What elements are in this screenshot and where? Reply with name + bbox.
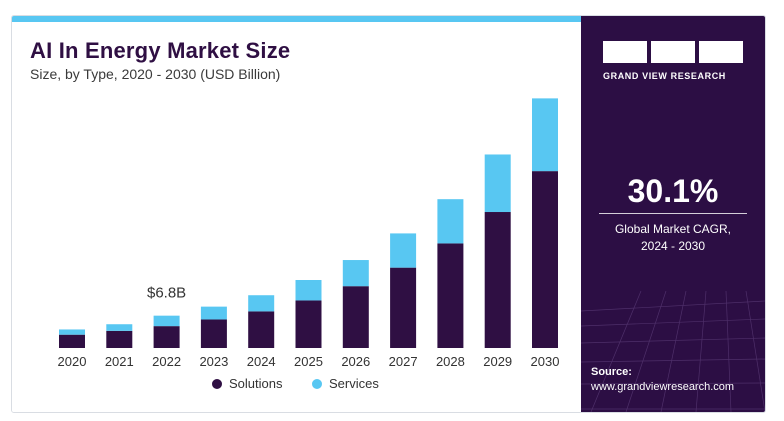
x-tick-label: 2020: [58, 354, 87, 369]
legend-marker-solutions: [212, 379, 222, 389]
x-tick-label: 2022: [152, 354, 181, 369]
legend-marker-services: [312, 379, 322, 389]
bar-services-2023: [200, 306, 227, 320]
bar-services-2024: [248, 295, 275, 312]
data-label: $6.8B: [147, 285, 186, 302]
x-tick-label: 2029: [483, 354, 512, 369]
bar-solutions-2030: [532, 171, 558, 348]
chart-title: AI In Energy Market Size: [30, 38, 291, 63]
x-tick-label: 2026: [341, 354, 370, 369]
company-logo: GRAND VIEW RESEARCH: [603, 41, 743, 81]
x-tick-label: 2023: [199, 354, 228, 369]
bar-solutions-2027: [390, 267, 417, 348]
chart-card: AI In Energy Market Size Size, by Type, …: [11, 15, 766, 413]
source-url[interactable]: www.grandviewresearch.com: [591, 381, 735, 393]
bar-services-2025: [295, 280, 322, 301]
chart-subtitle: Size, by Type, 2020 - 2030 (USD Billion): [30, 66, 281, 82]
cagr-divider: [599, 213, 747, 214]
cagr-label-line2: 2024 - 2030: [640, 239, 706, 253]
source-label: Source:: [591, 366, 632, 378]
source-note: Source: www.grandviewresearch.com: [591, 365, 734, 395]
logo-mark: [603, 41, 743, 63]
accent-bar: [12, 16, 581, 22]
x-tick-label: 2027: [389, 354, 418, 369]
bar-services-2022: [153, 315, 180, 327]
x-tick-label: 2028: [436, 354, 465, 369]
cagr-value: 30.1%: [627, 173, 719, 209]
bar-solutions-2028: [437, 243, 464, 348]
bar-solutions-2026: [342, 286, 369, 348]
bar-services-2021: [106, 324, 133, 331]
cagr-label-line1: Global Market CAGR,: [614, 222, 732, 236]
grid-decoration: [581, 291, 765, 412]
cagr-label: Global Market CAGR, 2024 - 2030: [581, 221, 765, 255]
bar-services-2027: [390, 233, 417, 268]
bar-solutions-2021: [106, 330, 133, 348]
bar-solutions-2029: [484, 212, 511, 348]
bar-solutions-2024: [248, 311, 275, 348]
bar-solutions-2022: [153, 326, 180, 348]
x-tick-label: 2030: [531, 354, 560, 369]
bar-services-2026: [342, 260, 369, 287]
bar-services-2029: [484, 154, 511, 213]
bar-solutions-2023: [200, 319, 227, 348]
x-tick-label: 2025: [294, 354, 323, 369]
bar-services-2020: [59, 329, 85, 335]
x-tick-label: 2021: [105, 354, 134, 369]
side-panel: GRAND VIEW RESEARCH 30.1% Global Market …: [581, 16, 765, 412]
bar-chart: 2020 2021 2022 $6.8B 2023 2024 2025 2026 2027 202…: [58, 98, 560, 391]
bar-services-2028: [437, 199, 464, 244]
logo-text: GRAND VIEW RESEARCH: [603, 71, 726, 81]
legend-label-services: Services: [329, 376, 379, 391]
bar-services-2030: [532, 98, 558, 172]
bar-solutions-2020: [59, 334, 85, 348]
x-tick-label: 2024: [247, 354, 276, 369]
bar-solutions-2025: [295, 300, 322, 348]
legend-label-solutions: Solutions: [229, 376, 283, 391]
